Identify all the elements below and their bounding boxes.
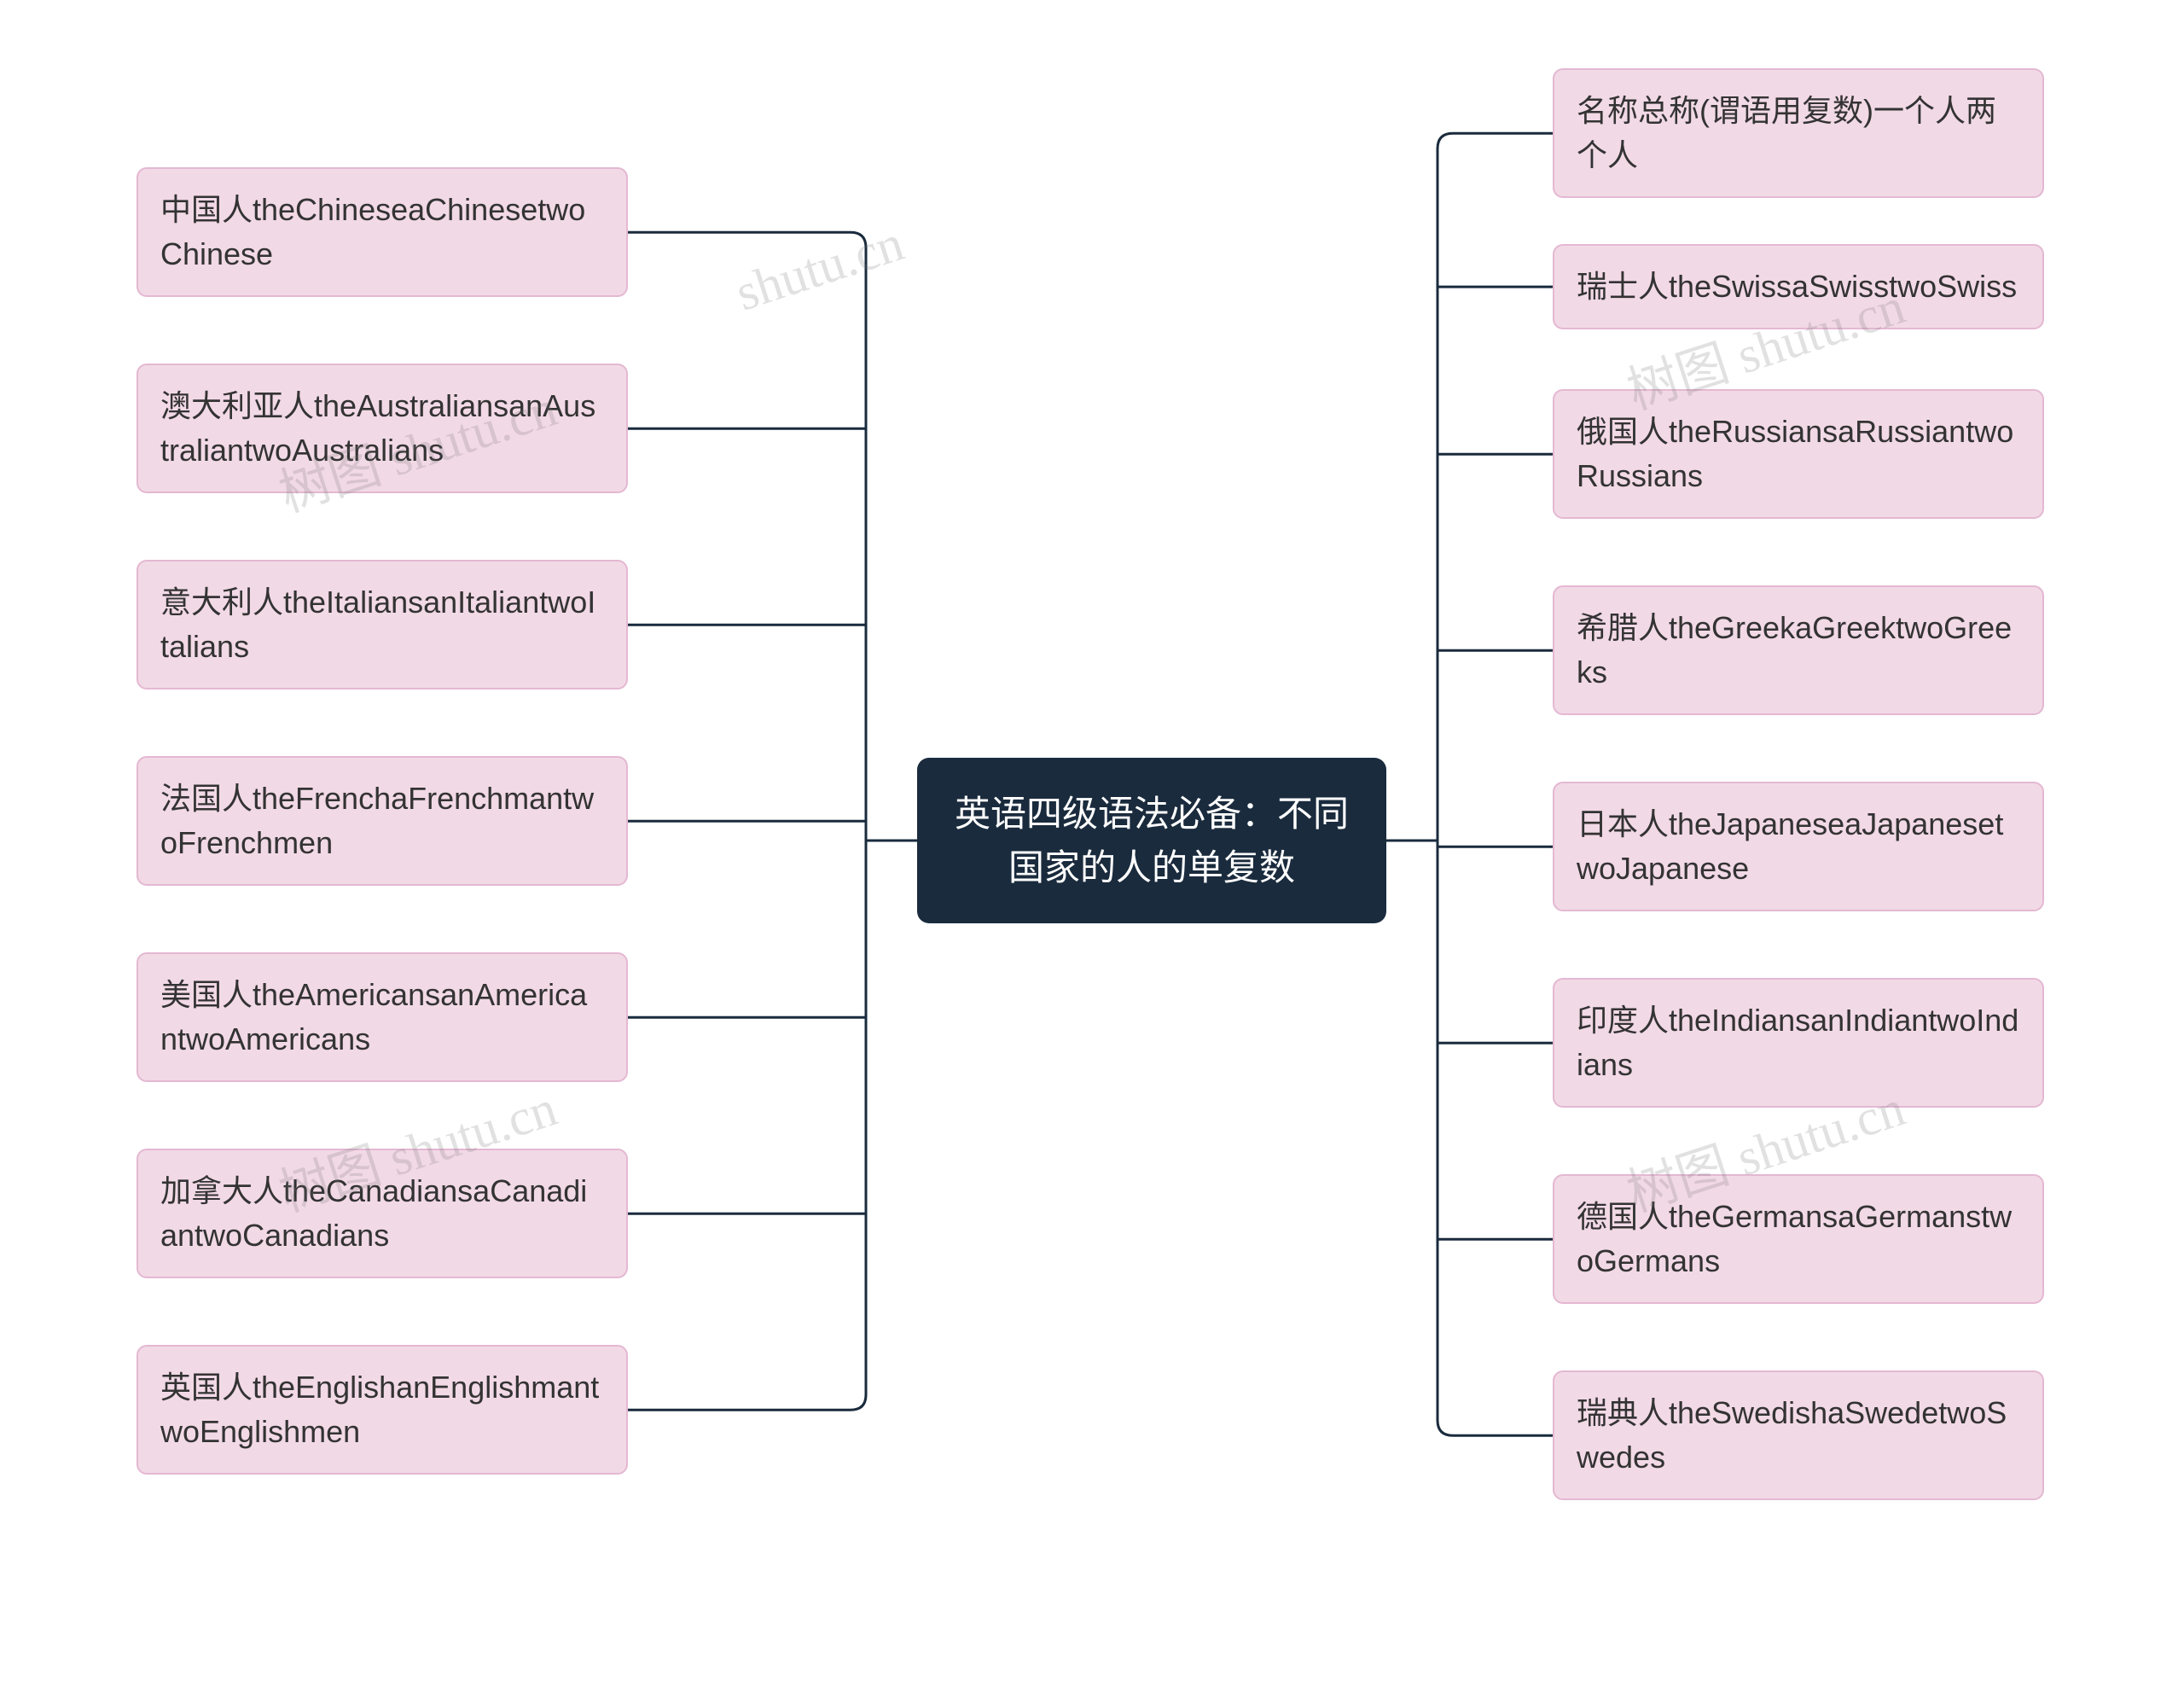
leaf-label: 法国人theFrenchaFrenchmantwoFrenchmen	[160, 781, 594, 860]
leaf-label: 俄国人theRussiansaRussiantwoRussians	[1577, 414, 2013, 493]
leaf-label: 德国人theGermansaGermanstwoGermans	[1577, 1199, 2012, 1278]
leaf-label: 澳大利亚人theAustraliansanAustraliantwoAustra…	[160, 388, 595, 468]
leaf-chinese: 中国人theChineseaChinesetwoChinese	[136, 167, 628, 297]
leaf-indian: 印度人theIndiansanIndiantwoIndians	[1553, 978, 2044, 1108]
leaf-label: 美国人theAmericansanAmericantwoAmericans	[160, 977, 587, 1056]
leaf-label: 英国人theEnglishanEnglishmantwoEnglishmen	[160, 1370, 599, 1449]
center-node-label: 英语四级语法必备：不同国家的人的单复数	[955, 794, 1349, 887]
leaf-canadian: 加拿大人theCanadiansaCanadiantwoCanadians	[136, 1149, 628, 1278]
leaf-australian: 澳大利亚人theAustraliansanAustraliantwoAustra…	[136, 364, 628, 493]
leaf-swedish: 瑞典人theSwedishaSwedetwoSwedes	[1553, 1370, 2044, 1500]
leaf-american: 美国人theAmericansanAmericantwoAmericans	[136, 952, 628, 1082]
leaf-label: 日本人theJapaneseaJapanesetwoJapanese	[1577, 806, 2003, 886]
leaf-italian: 意大利人theItaliansanItaliantwoItalians	[136, 560, 628, 689]
leaf-japanese: 日本人theJapaneseaJapanesetwoJapanese	[1553, 782, 2044, 911]
connector	[628, 232, 866, 247]
leaf-german: 德国人theGermansaGermanstwoGermans	[1553, 1174, 2044, 1304]
leaf-russian: 俄国人theRussiansaRussiantwoRussians	[1553, 389, 2044, 519]
leaf-label: 名称总称(谓语用复数)一个人两个人	[1577, 93, 1996, 172]
leaf-label: 希腊人theGreekaGreektwoGreeks	[1577, 610, 2012, 689]
leaf-label: 意大利人theItaliansanItaliantwoItalians	[160, 585, 595, 664]
leaf-label: 瑞士人theSwissaSwisstwoSwiss	[1577, 269, 2017, 304]
leaf-greek: 希腊人theGreekaGreektwoGreeks	[1553, 585, 2044, 715]
leaf-english: 英国人theEnglishanEnglishmantwoEnglishmen	[136, 1345, 628, 1475]
leaf-swiss: 瑞士人theSwissaSwisstwoSwiss	[1553, 244, 2044, 329]
mindmap-canvas: 英语四级语法必备：不同国家的人的单复数 中国人theChineseaChines…	[0, 0, 2184, 1699]
connector	[628, 1394, 866, 1410]
leaf-label: 瑞典人theSwedishaSwedetwoSwedes	[1577, 1395, 2007, 1475]
leaf-general: 名称总称(谓语用复数)一个人两个人	[1553, 68, 2044, 198]
leaf-label: 加拿大人theCanadiansaCanadiantwoCanadians	[160, 1173, 587, 1253]
leaf-label: 中国人theChineseaChinesetwoChinese	[160, 192, 585, 271]
connector	[1438, 1420, 1553, 1435]
leaf-french: 法国人theFrenchaFrenchmantwoFrenchmen	[136, 756, 628, 886]
connector	[1438, 133, 1553, 148]
watermark: shutu.cn	[729, 214, 910, 323]
leaf-label: 印度人theIndiansanIndiantwoIndians	[1577, 1003, 2018, 1082]
center-node: 英语四级语法必备：不同国家的人的单复数	[917, 758, 1386, 923]
